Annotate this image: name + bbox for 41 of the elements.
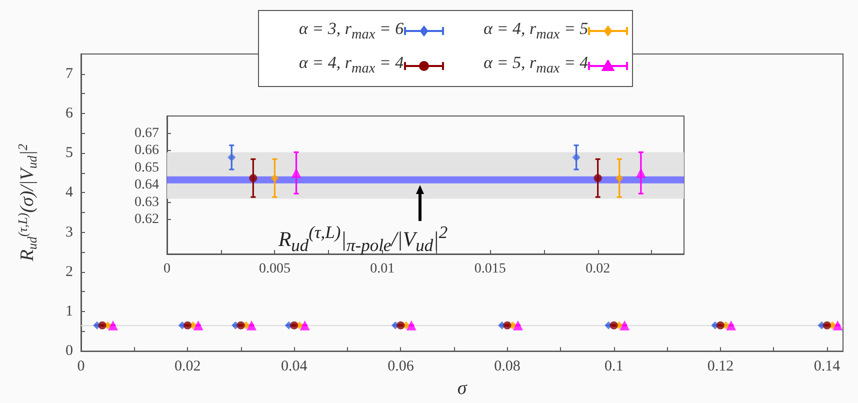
legend-label: α = 3, r$_{max}$ = 6 [299, 19, 404, 44]
legend-label: α = 4, r$_{max}$ = 4 [299, 53, 404, 78]
y-tick-label: 5 [66, 145, 73, 162]
y-tick-label: 7 [66, 66, 74, 82]
point [270, 174, 279, 182]
y-tick-label: 6 [66, 105, 74, 122]
legend-label: α = 4, r$_{max}$ = 5 [484, 19, 588, 44]
x-tick-label: 0 [77, 358, 85, 375]
x-axis-title: σ [457, 378, 468, 399]
y-tick-label: 0.64 [134, 178, 159, 192]
y-tick-label: 2 [66, 264, 73, 280]
x-tick-label: 0.02 [174, 358, 201, 375]
x-tick-label: 0.01 [370, 262, 395, 276]
x-tick-label: 0.015 [474, 262, 506, 276]
x-tick-label: 0.08 [494, 358, 520, 375]
point [594, 174, 602, 182]
x-tick-label: 0.12 [707, 358, 734, 375]
y-tick-label: 1 [66, 303, 73, 320]
point [636, 168, 646, 178]
y-tick-label: 0 [66, 343, 73, 360]
y-tick-label: 0.67 [134, 126, 159, 141]
x-tick-label: 0.02 [586, 262, 610, 276]
x-tick-label: 0.005 [258, 262, 290, 276]
y-tick-label: 4 [66, 184, 74, 201]
point [249, 174, 258, 182]
x-tick-label: 0.14 [814, 358, 841, 375]
y-tick-label: 0.65 [134, 160, 159, 176]
x-tick-label: 0 [164, 262, 170, 276]
y-tick-label: 0.63 [134, 194, 159, 210]
x-tick-label: 0.06 [388, 358, 414, 375]
point [572, 153, 580, 162]
y-tick-label: 0.66 [134, 143, 159, 158]
y-tick-label: 3 [66, 224, 73, 240]
text: R$_{ud}$$^{(τ,L)}$|$_{π-pole}$/|V$_{ud}$|$^{2}$ [278, 222, 448, 255]
x-tick-label: 0.1 [604, 358, 624, 375]
x-tick-label: 0.04 [281, 358, 308, 375]
y-axis-title: Rud(τ,L)(σ)/|Vud|2 [15, 143, 40, 262]
point [228, 153, 236, 162]
y-tick-label: 0.62 [134, 212, 159, 227]
point [615, 174, 624, 182]
legend-label: α = 5, r$_{max}$ = 4 [484, 53, 588, 78]
